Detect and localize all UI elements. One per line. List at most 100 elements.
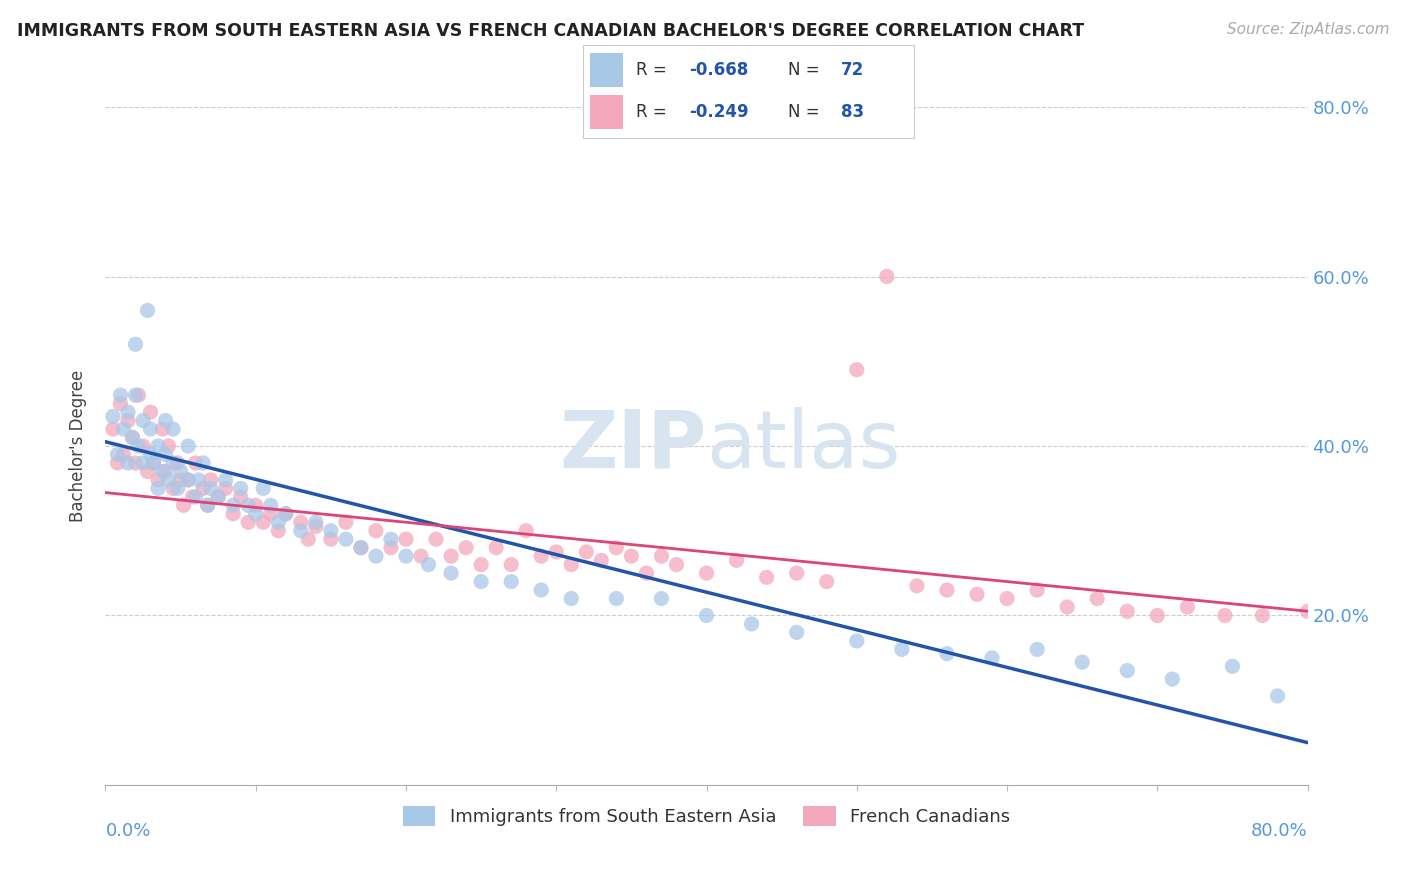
Point [636,566,658,581]
Point [741,617,763,632]
Point [184,490,207,504]
Point [173,498,195,512]
Point [1251,608,1274,623]
Point [252,482,274,496]
Point [142,456,165,470]
Point [177,473,200,487]
Point [136,464,159,478]
Text: 72: 72 [841,61,865,78]
Point [1071,655,1094,669]
Point [305,515,328,529]
Point [107,447,129,462]
Point [101,422,124,436]
Point [905,579,928,593]
Point [207,490,229,504]
Point [214,473,236,487]
Text: Source: ZipAtlas.com: Source: ZipAtlas.com [1226,22,1389,37]
Point [260,498,283,512]
Point [177,473,200,487]
Point [128,388,150,402]
Text: R =: R = [637,61,672,78]
Point [350,541,373,555]
Point [936,647,959,661]
Point [1161,672,1184,686]
Point [207,490,229,504]
Point [440,549,463,564]
Point [501,574,523,589]
Point [815,574,838,589]
Point [238,498,260,512]
Point [229,482,252,496]
Point [350,541,373,555]
Point [650,591,672,606]
Point [981,651,1004,665]
Point [229,490,252,504]
Point [157,439,180,453]
Point [191,456,214,470]
Point [605,541,627,555]
Point [319,524,342,538]
Point [267,524,290,538]
Point [418,558,440,572]
Point [530,583,553,598]
Point [936,583,959,598]
Point [222,507,245,521]
Point [112,422,135,436]
Point [995,591,1018,606]
Point [155,464,177,478]
Point [620,549,643,564]
Point [139,422,162,436]
Point [560,558,582,572]
Point [380,541,402,555]
Point [110,396,132,410]
Point [169,473,191,487]
Point [1146,608,1168,623]
Point [110,388,132,402]
Point [132,439,155,453]
Point [290,515,312,529]
Point [890,642,912,657]
Point [395,549,418,564]
Point [696,566,718,581]
Point [1296,604,1319,618]
Point [1116,604,1139,618]
Text: N =: N = [789,103,825,121]
Point [1026,583,1049,598]
Point [546,545,568,559]
Point [117,456,139,470]
Point [260,507,283,521]
Point [155,414,177,428]
Point [470,574,492,589]
Point [440,566,463,581]
Point [966,587,988,601]
Point [335,515,357,529]
Point [245,507,267,521]
Point [290,524,312,538]
Point [485,541,508,555]
Point [152,422,174,436]
Point [1267,689,1289,703]
Point [200,473,222,487]
Point [1222,659,1244,673]
Point [696,608,718,623]
Point [380,532,402,546]
Point [124,456,146,470]
Point [157,473,180,487]
Point [650,549,672,564]
Point [117,414,139,428]
Point [665,558,688,572]
Point [470,558,492,572]
Point [1213,608,1236,623]
Point [121,430,143,444]
Point [530,549,553,564]
Point [456,541,478,555]
Point [166,482,188,496]
Point [319,532,342,546]
Text: R =: R = [637,103,672,121]
Point [267,515,290,529]
Point [191,482,214,496]
Point [162,456,184,470]
Point [274,507,297,521]
Point [425,532,447,546]
Text: 80.0%: 80.0% [1251,822,1308,840]
